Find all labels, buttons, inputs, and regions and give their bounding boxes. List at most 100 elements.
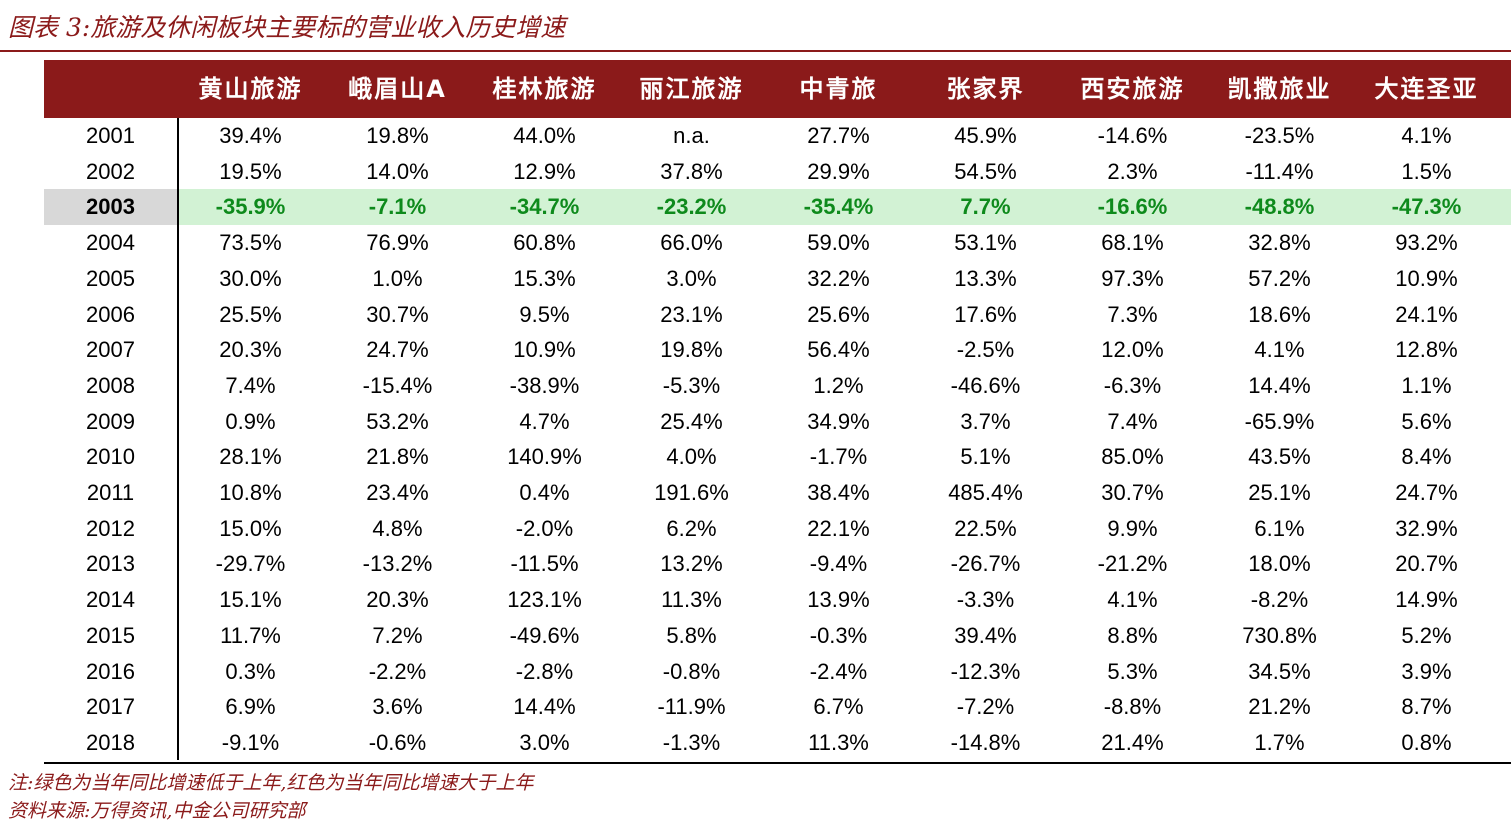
table-row: 2015 11.7% 7.2% -49.6% 5.8% -0.3% 39.4% 8.8% 730… — [44, 618, 1511, 654]
value-cell: -35.9% — [215, 194, 286, 220]
value-cell: -21.2% — [1097, 551, 1168, 577]
value-cell: -2.4% — [809, 658, 868, 684]
value-cell: 19.5% — [219, 158, 282, 184]
value-cell: 9.9% — [1107, 515, 1158, 541]
value-cell: -49.6% — [509, 622, 580, 648]
table-header: 黄山旅游 峨眉山A 桂林旅游 丽江旅游 中青旅 张家界 西安旅游 凯撒旅业 大连圣亚 — [44, 60, 1511, 118]
value-cell: 4.1% — [1107, 587, 1158, 613]
value-cell: 19.8% — [366, 123, 429, 148]
year-cell: 2018 — [86, 729, 135, 755]
year-column-divider — [177, 118, 179, 760]
value-cell: 5.3% — [1107, 658, 1158, 684]
year-cell: 2003 — [44, 189, 177, 226]
column-header: 丽江旅游 — [639, 75, 744, 103]
value-cell: 10.9% — [1395, 265, 1458, 291]
value-cell: 66.0% — [660, 230, 723, 256]
value-cell: 3.0% — [519, 729, 570, 755]
value-cell: -26.7% — [950, 551, 1021, 577]
value-cell: 8.4% — [1401, 444, 1452, 470]
value-cell: 5.1% — [960, 444, 1011, 470]
value-cell: 21.2% — [1248, 694, 1311, 720]
value-cell: -1.3% — [662, 729, 721, 755]
value-cell: 97.3% — [1101, 265, 1164, 291]
table-row: 2002 19.5% 14.0% 12.9% 37.8% 29.9% 54.5% 2.3% -1… — [44, 154, 1511, 190]
value-cell: 44.0% — [513, 123, 576, 148]
table-row: 2005 30.0% 1.0% 15.3% 3.0% 32.2% 13.3% 97.3% 57.… — [44, 261, 1511, 297]
value-cell: 0.4% — [519, 480, 570, 505]
value-cell: 24.7% — [366, 337, 429, 363]
value-cell: 1.2% — [813, 372, 864, 398]
value-cell: 25.6% — [807, 301, 870, 327]
value-cell: 12.9% — [513, 158, 576, 184]
value-cell: 37.8% — [660, 158, 723, 184]
value-cell: -3.3% — [956, 587, 1015, 613]
value-cell: 29.9% — [807, 158, 870, 184]
year-cell: 2005 — [86, 265, 135, 291]
year-cell: 2006 — [86, 301, 135, 327]
value-cell: 39.4% — [954, 622, 1017, 648]
value-cell: 7.4% — [1107, 408, 1158, 434]
value-cell: 1.1% — [1401, 372, 1452, 398]
value-cell: -7.1% — [368, 194, 427, 220]
value-cell: 34.9% — [807, 408, 870, 434]
value-cell: 11.7% — [220, 622, 281, 648]
value-cell: 59.0% — [807, 230, 870, 256]
value-cell: 39.4% — [219, 123, 282, 148]
value-cell: -2.5% — [956, 337, 1015, 363]
column-header: 西安旅游 — [1080, 75, 1185, 103]
value-cell: 15.3% — [513, 265, 576, 291]
value-cell: 20.7% — [1395, 551, 1458, 577]
value-cell: 2.3% — [1107, 158, 1158, 184]
value-cell: 12.8% — [1395, 337, 1458, 363]
year-cell: 2001 — [86, 123, 135, 148]
table-row: 2009 0.9% 53.2% 4.7% 25.4% 34.9% 3.7% 7.4% -65.9… — [44, 404, 1511, 440]
value-cell: -1.7% — [809, 444, 868, 470]
year-cell: 2012 — [86, 515, 135, 541]
value-cell: 14.0% — [366, 158, 429, 184]
value-cell: 17.6% — [954, 301, 1017, 327]
year-cell: 2010 — [86, 444, 135, 470]
value-cell: 22.5% — [954, 515, 1017, 541]
value-cell: 8.8% — [1107, 622, 1158, 648]
value-cell: -34.7% — [509, 194, 580, 220]
column-header: 大连圣亚 — [1374, 75, 1479, 103]
year-cell: 2014 — [86, 587, 135, 613]
year-cell: 2015 — [86, 622, 135, 648]
value-cell: 140.9% — [507, 444, 582, 470]
value-cell: 15.1% — [219, 587, 282, 613]
value-cell: 10.9% — [513, 337, 576, 363]
value-cell: 22.1% — [807, 515, 870, 541]
value-cell: 28.1% — [219, 444, 282, 470]
table-row: 2004 73.5% 76.9% 60.8% 66.0% 59.0% 53.1% 68.1% 3… — [44, 225, 1511, 261]
value-cell: 30.7% — [366, 301, 429, 327]
value-cell: 3.9% — [1401, 658, 1452, 684]
table-row: 2011 10.8% 23.4% 0.4% 191.6% 38.4% 485.4% 30.7%… — [44, 475, 1511, 511]
value-cell: 11.3% — [661, 587, 722, 613]
value-cell: 5.2% — [1401, 622, 1452, 648]
value-cell: 43.5% — [1248, 444, 1311, 470]
value-cell: 4.1% — [1254, 337, 1305, 363]
value-cell: 12.0% — [1101, 337, 1164, 363]
value-cell: 9.5% — [519, 301, 570, 327]
year-cell: 2017 — [86, 694, 135, 720]
value-cell: -2.0% — [515, 515, 574, 541]
value-cell: 25.1% — [1248, 480, 1311, 505]
value-cell: 191.6% — [654, 480, 729, 505]
value-cell: 3.7% — [960, 408, 1011, 434]
value-cell: -15.4% — [362, 372, 433, 398]
value-cell: 15.0% — [219, 515, 282, 541]
value-cell: -0.8% — [662, 658, 721, 684]
value-cell: 53.2% — [366, 408, 429, 434]
value-cell: 4.7% — [519, 408, 570, 434]
value-cell: 123.1% — [507, 587, 582, 613]
value-cell: 6.7% — [813, 694, 864, 720]
value-cell: 34.5% — [1248, 658, 1311, 684]
value-cell: -16.6% — [1097, 194, 1168, 220]
value-cell: 13.3% — [954, 265, 1017, 291]
column-header: 张家界 — [946, 75, 1025, 103]
value-cell: 19.8% — [660, 337, 723, 363]
value-cell: 57.2% — [1248, 265, 1311, 291]
value-cell: 30.7% — [1101, 480, 1164, 505]
value-cell: -38.9% — [509, 372, 580, 398]
value-cell: 68.1% — [1101, 230, 1164, 256]
